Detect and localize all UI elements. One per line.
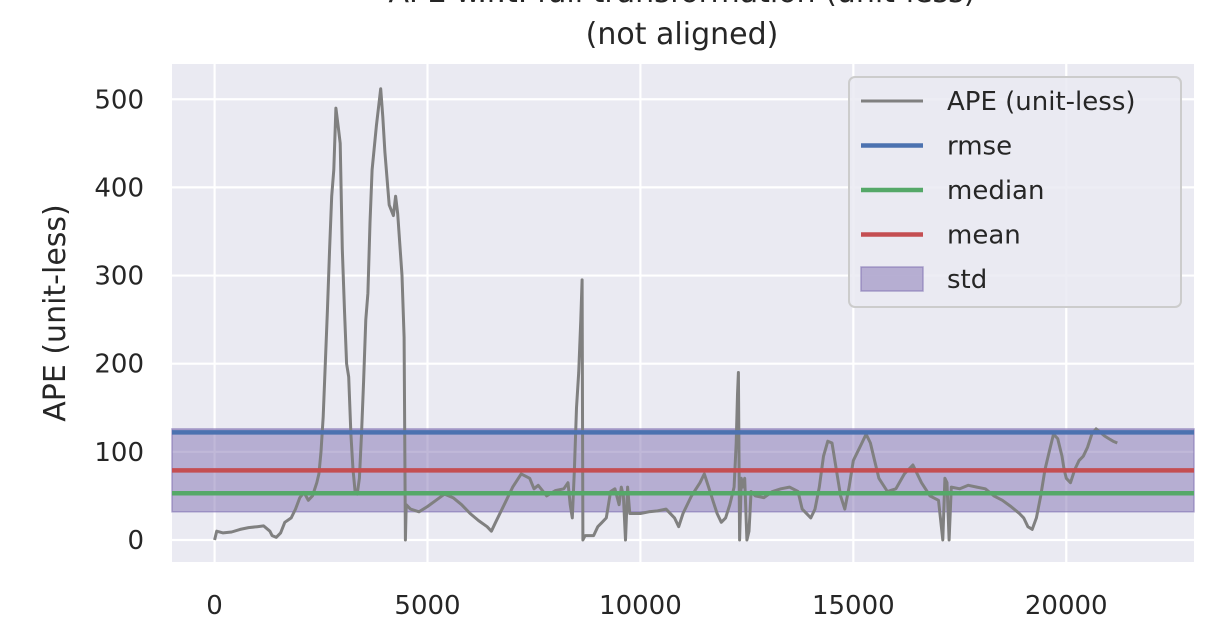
x-tick-label: 20000	[1025, 591, 1108, 621]
y-axis-label: APE (unit-less)	[38, 204, 73, 422]
legend: APE (unit-less) rmse median mean std	[848, 76, 1182, 308]
legend-label-std: std	[947, 265, 987, 295]
x-tick-label: 15000	[812, 591, 895, 621]
legend-label-ape: APE (unit-less)	[947, 87, 1136, 117]
chart-title: APE w.r.t. full transformation (unit-les…	[388, 0, 975, 10]
tick-labels: 0 5000 10000 15000 20000 0 100 200 300 400 500	[94, 85, 1107, 621]
y-tick-label: 400	[94, 173, 144, 203]
y-tick-label: 100	[94, 438, 144, 468]
y-tick-label: 200	[94, 350, 144, 380]
x-axis-label: index	[641, 633, 723, 636]
legend-swatch-std	[860, 266, 924, 292]
y-tick-label: 300	[94, 262, 144, 292]
x-tick-label: 10000	[599, 591, 682, 621]
legend-label-rmse: rmse	[947, 132, 1012, 162]
y-tick-label: 0	[127, 526, 144, 556]
x-tick-label: 0	[206, 591, 223, 621]
y-tick-label: 500	[94, 85, 144, 115]
series-layer	[213, 87, 1118, 542]
chart-subtitle: (not aligned)	[586, 17, 779, 52]
x-tick-label: 5000	[394, 591, 460, 621]
legend-box	[848, 76, 1182, 308]
legend-label-median: median	[947, 176, 1044, 206]
stat-lines-layer	[172, 430, 1194, 496]
ape-series-line	[213, 87, 1118, 542]
legend-label-mean: mean	[947, 221, 1021, 251]
